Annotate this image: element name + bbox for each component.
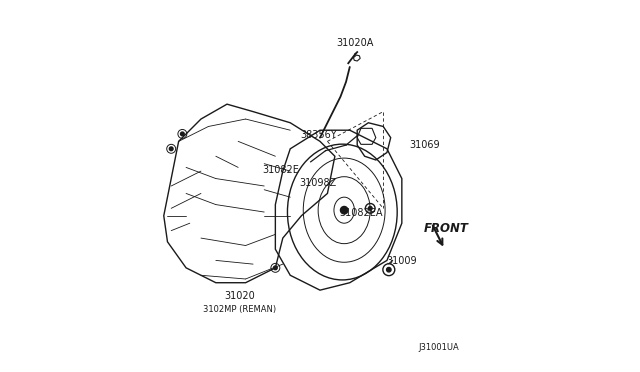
Text: 31069: 31069: [410, 140, 440, 150]
Circle shape: [369, 206, 372, 210]
Text: 31082EA: 31082EA: [339, 208, 383, 218]
Text: 31020A: 31020A: [337, 38, 374, 48]
Text: 31098Z: 31098Z: [300, 178, 337, 188]
Text: 38356Y: 38356Y: [300, 129, 337, 140]
Circle shape: [273, 266, 277, 270]
Text: 3102MP (REMAN): 3102MP (REMAN): [204, 305, 276, 314]
Circle shape: [387, 267, 391, 272]
Circle shape: [340, 206, 348, 214]
Circle shape: [180, 132, 184, 136]
Text: J31001UA: J31001UA: [419, 343, 460, 352]
Text: FRONT: FRONT: [424, 222, 469, 235]
Circle shape: [170, 147, 173, 151]
Text: 31020: 31020: [225, 291, 255, 301]
Text: 31082E: 31082E: [262, 165, 300, 175]
Text: 31009: 31009: [387, 256, 417, 266]
